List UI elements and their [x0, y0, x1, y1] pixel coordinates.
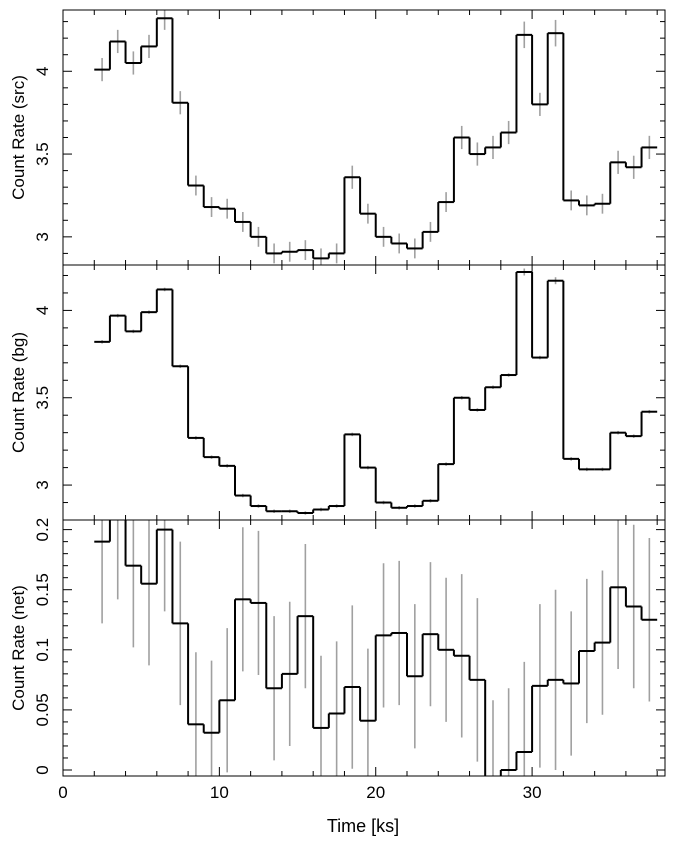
y-tick-label: 3.5	[33, 386, 52, 410]
panel-frame	[62, 519, 666, 777]
x-tick-label: 10	[210, 783, 229, 802]
panel-bg: 3 3.5 4 Count Rate (bg)	[9, 264, 666, 521]
y-tick-label: 0.1	[33, 638, 52, 662]
y-tick-label: 4	[33, 306, 52, 315]
x-axis-label: Time [ks]	[327, 816, 399, 836]
y-tick-label: 0.2	[33, 518, 52, 542]
panel-src: 3 3.5 4 Count Rate (src)	[9, 9, 666, 266]
y-axis-label: Count Rate (net)	[9, 585, 28, 711]
y-tick-label: 3	[33, 480, 52, 489]
panel-net: 0 0.05 0.1 0.15 0.2 0 10 20 30 Count Rate (net)	[9, 518, 666, 802]
y-axis-label: Count Rate (src)	[9, 75, 28, 200]
y-tick-label: 0.05	[33, 693, 52, 726]
y-axis-label: Count Rate (bg)	[9, 332, 28, 453]
y-tick-label: 0.15	[33, 573, 52, 606]
step-series	[94, 270, 658, 515]
panel-frame	[62, 264, 666, 521]
y-tick-label: 3	[33, 232, 52, 241]
y-tick-label: 0	[33, 765, 52, 774]
x-tick-label: 30	[523, 783, 542, 802]
y-tick-label: 4	[33, 67, 52, 76]
x-tick-label: 0	[58, 783, 67, 802]
x-tick-label: 20	[366, 783, 385, 802]
step-series	[94, 17, 658, 260]
step-series	[94, 520, 658, 776]
y-tick-label: 3.5	[33, 142, 52, 166]
panels-group: 3 3.5 4 Count Rate (src) 3 3.5 4 Count Rate (bg…	[9, 9, 666, 802]
panel-frame	[62, 9, 666, 266]
